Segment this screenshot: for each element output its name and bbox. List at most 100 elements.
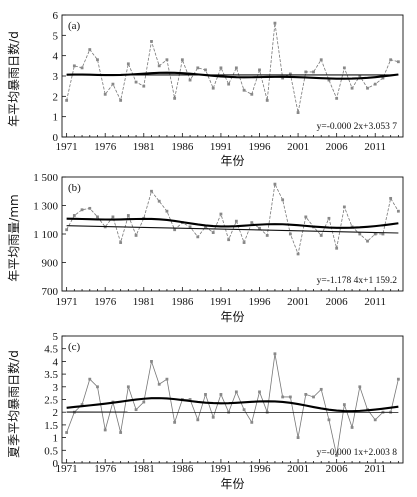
data-point xyxy=(173,228,177,232)
data-point xyxy=(319,387,323,391)
series-line xyxy=(66,353,399,456)
data-point xyxy=(204,68,207,72)
x-tick-label: 1981 xyxy=(133,296,155,308)
data-point xyxy=(358,232,362,236)
x-tick-label: 2001 xyxy=(287,463,309,475)
y-tick-label: 1 300 xyxy=(33,201,58,213)
y-tick-label: 6 xyxy=(53,10,59,22)
data-point xyxy=(373,82,377,86)
data-point xyxy=(327,78,331,82)
data-point xyxy=(234,219,238,223)
data-point xyxy=(265,99,269,102)
data-point xyxy=(304,393,308,396)
data-point xyxy=(80,208,84,212)
data-point xyxy=(373,418,377,422)
data-point xyxy=(103,92,107,96)
data-point xyxy=(273,21,277,25)
data-point xyxy=(88,206,92,210)
data-point xyxy=(211,231,215,234)
data-point xyxy=(319,58,323,62)
data-point xyxy=(273,182,277,186)
panel-label: (a) xyxy=(68,20,81,32)
data-point xyxy=(65,431,69,434)
data-point xyxy=(211,415,215,419)
data-point xyxy=(150,40,153,43)
data-point xyxy=(396,377,400,381)
y-axis-title: 夏季平均暴雨日数/d xyxy=(6,350,21,458)
data-point xyxy=(296,252,300,256)
data-point xyxy=(281,76,285,80)
panel-label: (c) xyxy=(68,341,81,353)
data-point xyxy=(88,48,92,51)
smoothed-curve xyxy=(66,217,399,229)
data-point xyxy=(366,239,369,243)
data-point xyxy=(250,92,254,96)
data-point xyxy=(250,420,254,424)
x-tick-label: 1986 xyxy=(171,463,194,475)
x-tick-label: 1991 xyxy=(210,141,232,153)
x-tick-label: 1981 xyxy=(133,141,155,153)
y-tick-label: 5 xyxy=(53,30,59,42)
y-tick-label: 4 xyxy=(53,356,59,368)
plot-frame xyxy=(61,335,404,464)
data-point xyxy=(304,70,308,74)
data-point xyxy=(366,86,369,90)
data-point xyxy=(396,60,400,64)
data-point xyxy=(126,214,130,217)
series-line xyxy=(66,23,399,113)
data-point xyxy=(188,78,192,82)
y-tick-label: 1.5 xyxy=(44,420,58,432)
x-tick-label: 1976 xyxy=(94,463,117,475)
data-point xyxy=(273,352,277,356)
panel-label: (b) xyxy=(68,182,81,194)
data-point xyxy=(65,228,69,232)
data-point xyxy=(281,395,285,399)
y-tick-label: 2.5 xyxy=(44,395,58,407)
data-point xyxy=(350,86,354,90)
data-point xyxy=(258,390,261,394)
data-point xyxy=(304,215,308,219)
x-tick-label: 2006 xyxy=(326,141,349,153)
linear-trend-line xyxy=(66,225,399,234)
data-point xyxy=(381,76,385,80)
data-point xyxy=(80,66,84,70)
data-point xyxy=(381,232,385,236)
data-point xyxy=(173,96,177,100)
data-point xyxy=(96,215,99,219)
x-tick-label: 2006 xyxy=(326,296,349,308)
data-point xyxy=(119,431,123,434)
data-point xyxy=(358,385,362,389)
data-point xyxy=(96,385,99,389)
data-point xyxy=(96,58,99,62)
smoothed-curve xyxy=(66,397,399,413)
data-point xyxy=(150,189,153,193)
x-tick-label: 1996 xyxy=(249,463,272,475)
y-tick-label: 3.5 xyxy=(44,369,58,381)
data-point xyxy=(196,235,200,239)
data-point xyxy=(188,398,192,401)
data-point xyxy=(242,408,246,412)
data-point xyxy=(119,99,123,102)
data-point xyxy=(80,403,84,406)
data-point xyxy=(288,232,292,236)
data-point xyxy=(150,360,153,363)
x-tick-label: 1986 xyxy=(171,141,194,153)
data-point xyxy=(319,234,323,237)
data-point xyxy=(327,418,331,422)
data-point xyxy=(103,428,107,432)
x-tick-label: 2011 xyxy=(364,296,386,308)
data-point xyxy=(258,226,261,230)
y-tick-label: 0 xyxy=(53,458,59,470)
data-point xyxy=(165,377,169,381)
data-point xyxy=(157,199,161,203)
x-tick-label: 1996 xyxy=(249,141,272,153)
data-point xyxy=(204,393,207,396)
data-point xyxy=(165,58,169,62)
y-tick-label: 3 xyxy=(53,71,59,83)
data-point xyxy=(296,111,300,114)
data-point xyxy=(219,393,223,396)
data-point xyxy=(342,205,346,209)
data-point xyxy=(219,66,223,70)
x-tick-label: 2001 xyxy=(287,141,309,153)
plot-frame xyxy=(61,176,404,292)
